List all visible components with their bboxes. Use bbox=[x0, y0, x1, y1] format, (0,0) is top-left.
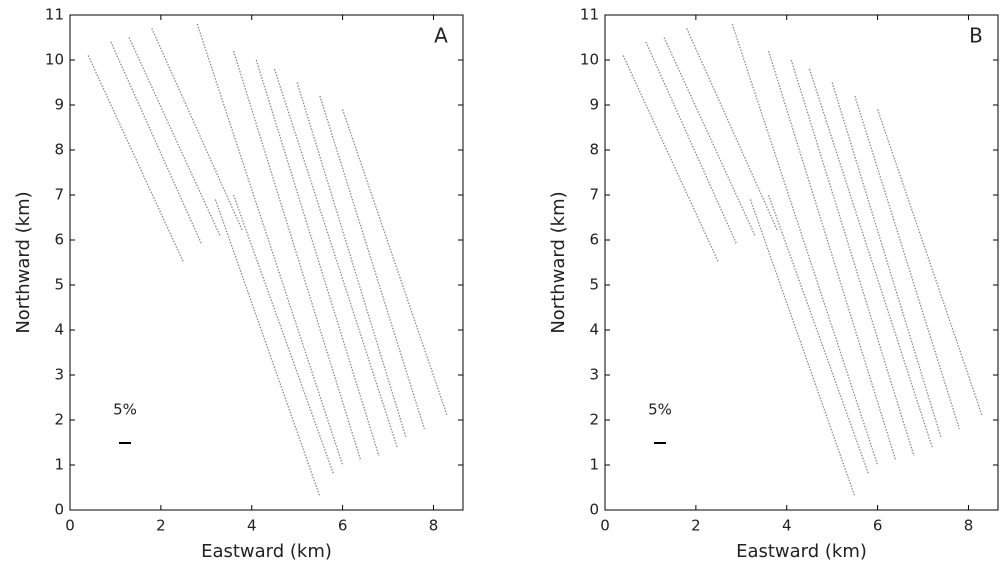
y-tick-label: 6 bbox=[54, 231, 64, 249]
y-tick-label: 5 bbox=[54, 276, 64, 294]
track-line bbox=[319, 95, 426, 430]
track-line bbox=[767, 50, 897, 461]
x-tick-label: 0 bbox=[600, 517, 610, 535]
x-tick-label: 8 bbox=[429, 517, 439, 535]
track-line bbox=[854, 95, 961, 430]
panel-label: A bbox=[434, 24, 448, 48]
x-tick-label: 4 bbox=[247, 517, 257, 535]
y-tick-label: 4 bbox=[589, 321, 599, 339]
track-line bbox=[87, 55, 185, 263]
track-line bbox=[128, 37, 221, 236]
axes-box bbox=[604, 14, 999, 511]
track-line bbox=[622, 55, 720, 263]
track-line bbox=[273, 68, 398, 448]
y-tick-label: 11 bbox=[580, 6, 599, 24]
track-line bbox=[749, 199, 856, 497]
track-line bbox=[214, 199, 321, 497]
y-tick-label: 2 bbox=[589, 411, 599, 429]
y-tick-label: 11 bbox=[45, 6, 64, 24]
x-tick-label: 6 bbox=[873, 517, 883, 535]
track-line bbox=[232, 194, 335, 475]
y-tick-label: 10 bbox=[580, 51, 599, 69]
y-tick-label: 7 bbox=[589, 186, 599, 204]
y-tick-label: 8 bbox=[589, 141, 599, 159]
x-tick-label: 2 bbox=[691, 517, 701, 535]
track-line bbox=[876, 109, 983, 416]
scale-label: 5% bbox=[113, 401, 137, 419]
y-tick-label: 2 bbox=[54, 411, 64, 429]
x-tick-label: 8 bbox=[964, 517, 974, 535]
x-axis-label: Eastward (km) bbox=[201, 541, 332, 562]
y-tick-label: 8 bbox=[54, 141, 64, 159]
track-line bbox=[663, 37, 756, 236]
y-tick-label: 5 bbox=[589, 276, 599, 294]
x-tick-label: 0 bbox=[65, 517, 75, 535]
track-line bbox=[645, 41, 738, 245]
track-line bbox=[731, 23, 879, 466]
track-line bbox=[196, 23, 344, 466]
y-axis-label: Northward (km) bbox=[548, 191, 569, 333]
scale-label: 5% bbox=[648, 401, 672, 419]
y-tick-label: 9 bbox=[54, 96, 64, 114]
y-tick-label: 3 bbox=[54, 366, 64, 384]
y-tick-label: 6 bbox=[589, 231, 599, 249]
axes-box bbox=[69, 14, 464, 511]
track-line bbox=[296, 82, 407, 439]
track-line bbox=[255, 59, 380, 457]
track-line bbox=[790, 59, 915, 457]
y-tick-label: 0 bbox=[54, 501, 64, 519]
y-tick-label: 10 bbox=[45, 51, 64, 69]
track-line bbox=[232, 50, 362, 461]
y-tick-label: 0 bbox=[589, 501, 599, 519]
track-line bbox=[831, 82, 942, 439]
x-tick-label: 4 bbox=[782, 517, 792, 535]
panel-label: B bbox=[969, 24, 983, 48]
y-tick-label: 3 bbox=[589, 366, 599, 384]
track-line bbox=[767, 194, 870, 475]
y-tick-label: 1 bbox=[589, 456, 599, 474]
track-line bbox=[808, 68, 933, 448]
y-tick-label: 7 bbox=[54, 186, 64, 204]
track-line bbox=[686, 28, 779, 232]
track-line bbox=[151, 28, 244, 232]
y-axis-label: Northward (km) bbox=[13, 191, 34, 333]
y-tick-label: 4 bbox=[54, 321, 64, 339]
x-tick-label: 2 bbox=[156, 517, 166, 535]
track-line bbox=[341, 109, 448, 416]
x-axis-label: Eastward (km) bbox=[736, 541, 867, 562]
y-tick-label: 9 bbox=[589, 96, 599, 114]
track-line bbox=[110, 41, 203, 245]
x-tick-label: 6 bbox=[338, 517, 348, 535]
y-tick-label: 1 bbox=[54, 456, 64, 474]
